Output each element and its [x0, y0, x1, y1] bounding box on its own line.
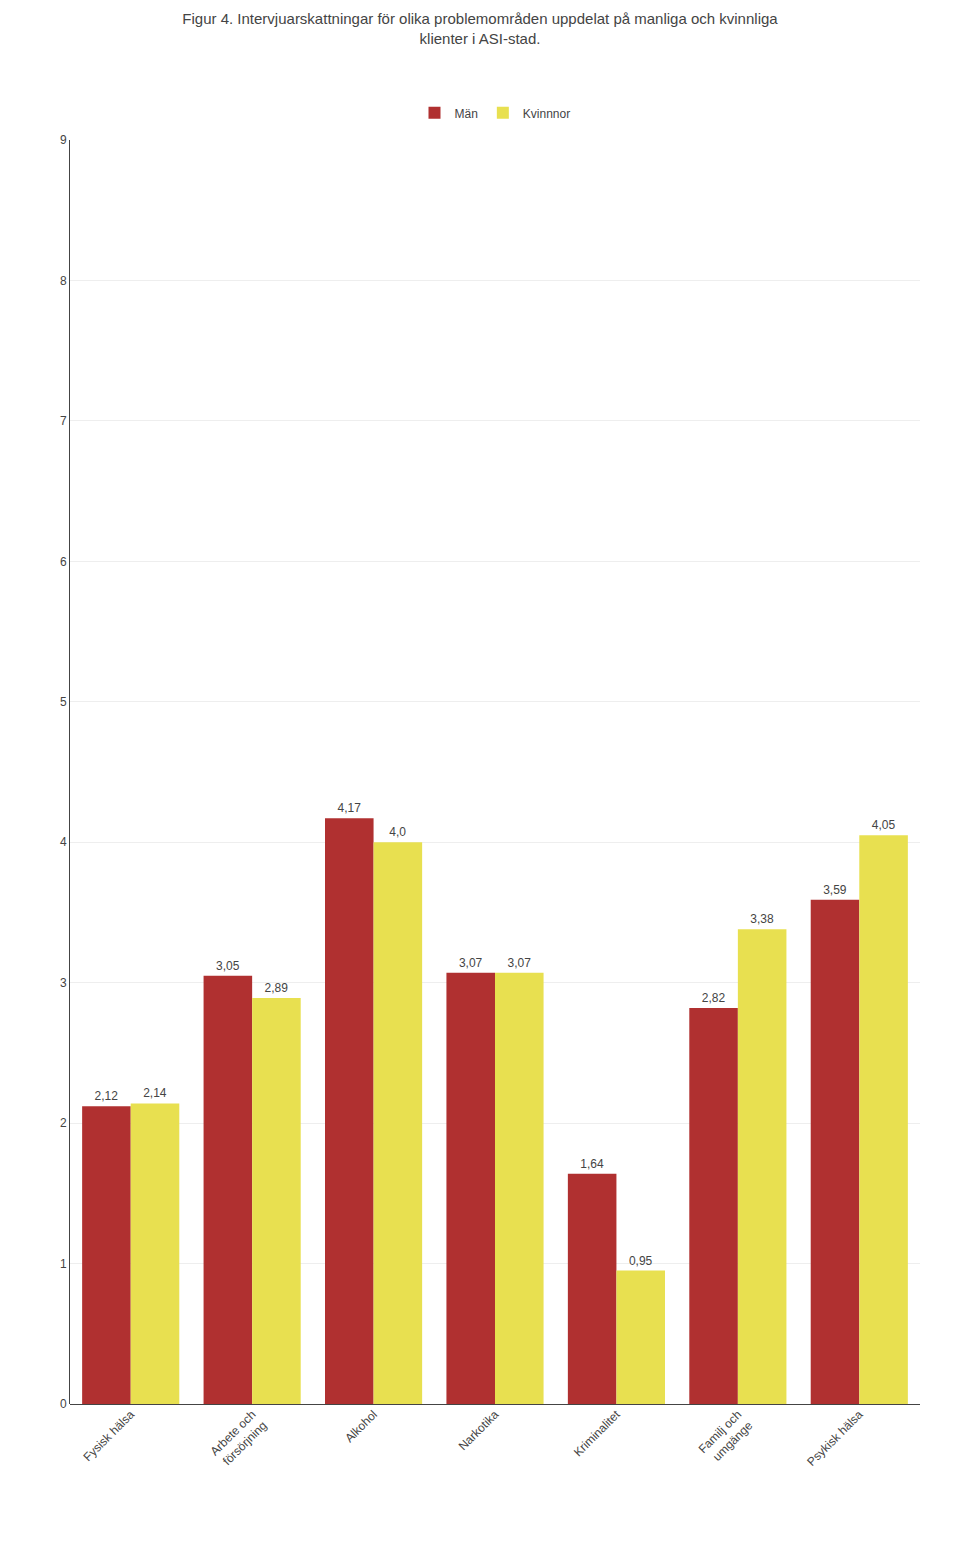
- svg-text:Män: Män: [455, 107, 478, 121]
- svg-text:1: 1: [60, 1257, 67, 1271]
- svg-text:Psykisk hälsa: Psykisk hälsa: [804, 1407, 866, 1469]
- svg-text:9: 9: [60, 133, 67, 147]
- svg-text:0,95: 0,95: [629, 1254, 653, 1268]
- svg-text:3: 3: [60, 976, 67, 990]
- svg-text:Arbete ochförsörjning: Arbete ochförsörjning: [208, 1407, 270, 1469]
- svg-text:3,05: 3,05: [216, 959, 240, 973]
- svg-text:2: 2: [60, 1116, 67, 1130]
- svg-text:3,07: 3,07: [459, 956, 483, 970]
- svg-text:4: 4: [60, 835, 67, 849]
- svg-text:2,12: 2,12: [95, 1089, 119, 1103]
- svg-text:7: 7: [60, 414, 67, 428]
- svg-text:4,17: 4,17: [337, 801, 361, 815]
- svg-text:8: 8: [60, 274, 67, 288]
- svg-text:0: 0: [60, 1397, 67, 1411]
- svg-text:Familj ochumgänge: Familj ochumgänge: [696, 1407, 756, 1467]
- svg-text:6: 6: [60, 555, 67, 569]
- svg-text:3,59: 3,59: [823, 883, 847, 897]
- svg-text:3,07: 3,07: [507, 956, 531, 970]
- svg-text:5: 5: [60, 695, 67, 709]
- svg-text:4,05: 4,05: [872, 818, 896, 832]
- svg-text:2,89: 2,89: [265, 981, 289, 995]
- svg-text:4,0: 4,0: [389, 825, 406, 839]
- svg-text:Alkohol: Alkohol: [342, 1407, 380, 1445]
- svg-text:2,82: 2,82: [702, 991, 726, 1005]
- svg-text:Figur 4. Intervjuarskattningar: Figur 4. Intervjuarskattningar för olika…: [182, 10, 778, 47]
- svg-text:Fysisk hälsa: Fysisk hälsa: [80, 1407, 137, 1464]
- svg-text:1,64: 1,64: [580, 1157, 604, 1171]
- svg-text:2,14: 2,14: [143, 1086, 167, 1100]
- svg-text:Kriminalitet: Kriminalitet: [571, 1407, 623, 1459]
- svg-text:3,38: 3,38: [750, 912, 774, 926]
- svg-text:Kvinnnor: Kvinnnor: [523, 107, 570, 121]
- svg-text:Narkotika: Narkotika: [456, 1407, 502, 1453]
